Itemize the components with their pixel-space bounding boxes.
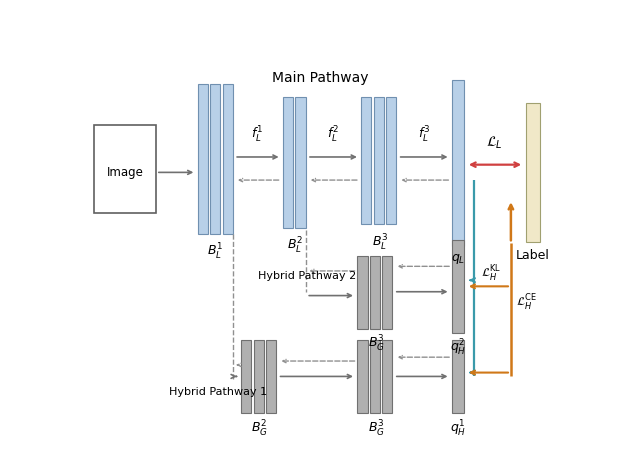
Text: $q^1_H$: $q^1_H$ bbox=[450, 419, 467, 439]
FancyArrowPatch shape bbox=[397, 290, 446, 294]
FancyArrowPatch shape bbox=[397, 374, 446, 378]
FancyArrowPatch shape bbox=[280, 374, 351, 378]
Text: $\mathcal{L}^{\mathrm{KL}}_H$: $\mathcal{L}^{\mathrm{KL}}_H$ bbox=[481, 264, 502, 284]
Text: $q_L$: $q_L$ bbox=[451, 252, 465, 266]
FancyArrowPatch shape bbox=[159, 171, 191, 174]
FancyArrowPatch shape bbox=[471, 284, 508, 288]
FancyArrowPatch shape bbox=[401, 155, 446, 159]
Text: Image: Image bbox=[106, 166, 143, 179]
FancyArrowPatch shape bbox=[399, 264, 449, 268]
Text: $f^1_L$: $f^1_L$ bbox=[252, 125, 264, 146]
Text: Main Pathway: Main Pathway bbox=[272, 71, 369, 85]
FancyArrowPatch shape bbox=[509, 205, 513, 240]
FancyArrowPatch shape bbox=[470, 278, 475, 282]
Text: $\mathcal{L}^{\mathrm{CE}}_H$: $\mathcal{L}^{\mathrm{CE}}_H$ bbox=[516, 293, 537, 313]
Text: $B^3_L$: $B^3_L$ bbox=[372, 232, 388, 253]
FancyArrowPatch shape bbox=[239, 178, 279, 182]
Bar bbox=[370, 340, 380, 413]
Text: $\mathcal{L}_L$: $\mathcal{L}_L$ bbox=[486, 135, 503, 151]
Bar bbox=[358, 340, 367, 413]
Bar bbox=[525, 103, 540, 242]
Text: $f^3_L$: $f^3_L$ bbox=[418, 125, 430, 146]
FancyArrowPatch shape bbox=[471, 371, 508, 374]
Bar bbox=[210, 84, 220, 234]
Bar bbox=[382, 340, 392, 413]
FancyArrowPatch shape bbox=[403, 178, 449, 182]
Text: $B^2_G$: $B^2_G$ bbox=[252, 419, 268, 439]
FancyArrowPatch shape bbox=[399, 356, 449, 359]
FancyArrowPatch shape bbox=[231, 374, 236, 378]
Bar bbox=[358, 255, 367, 328]
Bar bbox=[386, 97, 396, 224]
Text: $B^3_G$: $B^3_G$ bbox=[367, 419, 385, 439]
FancyArrowPatch shape bbox=[470, 371, 475, 374]
Text: $B^2_L$: $B^2_L$ bbox=[287, 236, 303, 255]
Bar bbox=[374, 97, 384, 224]
Bar bbox=[452, 340, 465, 413]
Bar bbox=[94, 125, 156, 213]
FancyArrowPatch shape bbox=[312, 178, 357, 182]
FancyArrowPatch shape bbox=[237, 155, 277, 159]
Text: $q^2_H$: $q^2_H$ bbox=[450, 338, 467, 358]
Bar bbox=[241, 340, 252, 413]
Bar bbox=[198, 84, 208, 234]
FancyArrowPatch shape bbox=[471, 163, 519, 167]
FancyArrowPatch shape bbox=[310, 269, 355, 273]
Bar bbox=[223, 84, 233, 234]
Bar bbox=[296, 97, 305, 228]
Bar bbox=[370, 255, 380, 328]
Bar bbox=[266, 340, 276, 413]
FancyArrowPatch shape bbox=[283, 359, 355, 363]
Text: $B^1_L$: $B^1_L$ bbox=[207, 242, 223, 262]
Bar bbox=[253, 340, 264, 413]
Bar bbox=[283, 97, 293, 228]
Bar bbox=[452, 80, 465, 246]
Text: $f^2_L$: $f^2_L$ bbox=[328, 125, 339, 146]
Text: Hybrid Pathway 2: Hybrid Pathway 2 bbox=[259, 271, 356, 282]
Text: Hybrid Pathway 1: Hybrid Pathway 1 bbox=[169, 387, 268, 397]
FancyArrowPatch shape bbox=[310, 155, 355, 159]
FancyArrowPatch shape bbox=[237, 363, 241, 366]
Text: $B^3_G$: $B^3_G$ bbox=[367, 334, 385, 354]
Bar bbox=[452, 240, 465, 333]
Bar bbox=[362, 97, 371, 224]
FancyArrowPatch shape bbox=[309, 293, 351, 298]
Bar bbox=[382, 255, 392, 328]
Text: Label: Label bbox=[516, 249, 550, 263]
